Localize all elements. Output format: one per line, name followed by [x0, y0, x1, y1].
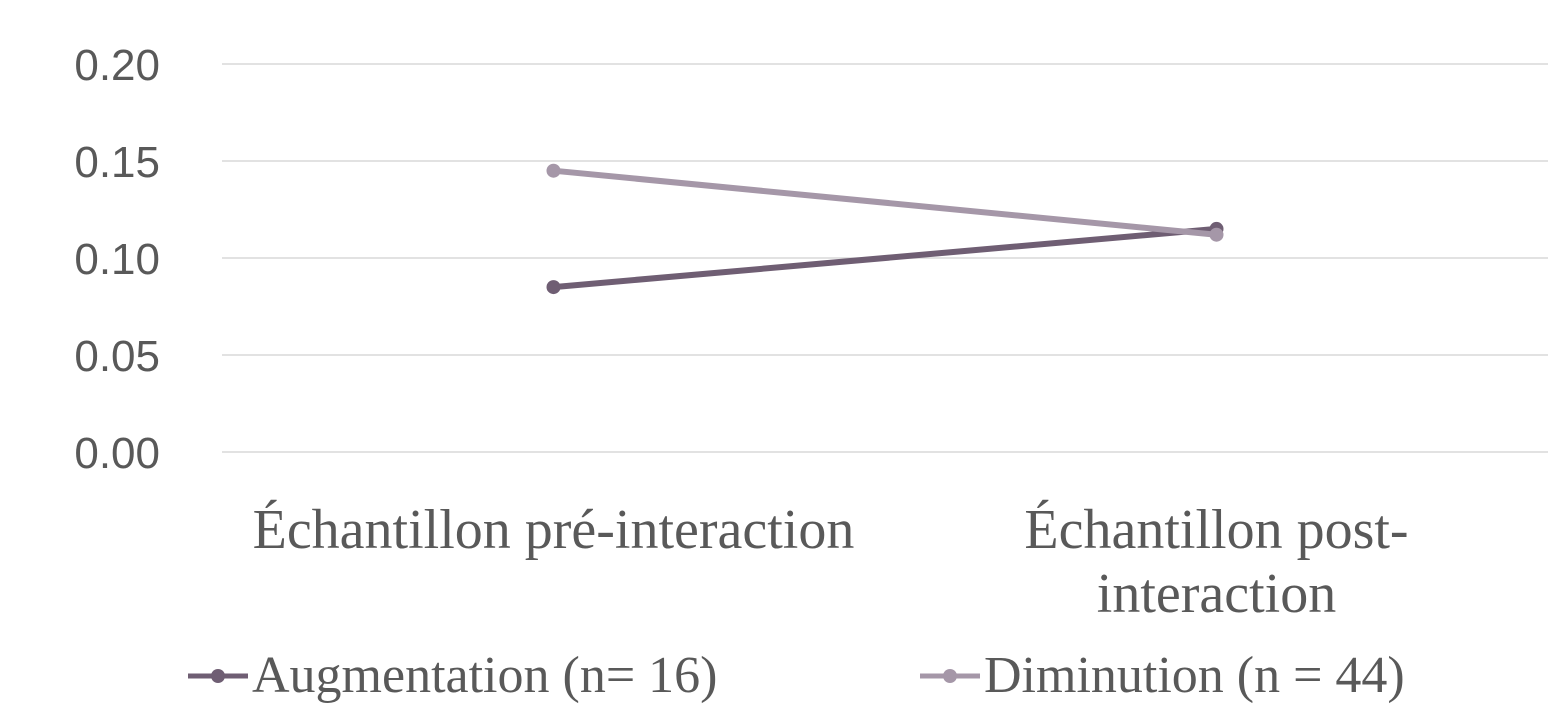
y-tick-label: 0.20 [74, 41, 160, 90]
x-tick-label: Échantillon post-interaction [1024, 499, 1408, 625]
legend-label: Diminution (n = 44) [984, 647, 1405, 704]
y-tick-label: 0.10 [74, 235, 160, 284]
y-tick-label: 0.15 [74, 138, 160, 187]
x-axis-labels: Échantillon pré-interaction Échantillon p… [253, 499, 1409, 625]
data-point [546, 163, 561, 178]
x-tick-label-line: Échantillon post- [1024, 499, 1408, 561]
y-tick-label: 0.05 [74, 332, 160, 381]
series-line [550, 167, 1220, 238]
series-1 [546, 163, 1224, 242]
x-tick-label: Échantillon pré-interaction [253, 499, 855, 561]
legend-swatch-marker [211, 669, 225, 683]
legend: Augmentation (n= 16) Diminution (n = 44) [188, 647, 1405, 704]
data-point [1209, 227, 1224, 242]
legend-swatch-marker [943, 669, 957, 683]
data-point [546, 280, 561, 295]
legend-item: Augmentation (n= 16) [188, 647, 717, 704]
y-axis-ticks: 0.00 0.05 0.10 0.15 0.20 [74, 41, 160, 478]
series-lines [546, 163, 1224, 295]
legend-item: Diminution (n = 44) [920, 647, 1405, 704]
x-tick-label-line: interaction [1097, 563, 1336, 625]
y-tick-label: 0.00 [74, 429, 160, 478]
series-line [550, 225, 1220, 291]
x-tick-label-line: Échantillon pré-interaction [253, 499, 855, 561]
legend-label: Augmentation (n= 16) [252, 647, 717, 704]
